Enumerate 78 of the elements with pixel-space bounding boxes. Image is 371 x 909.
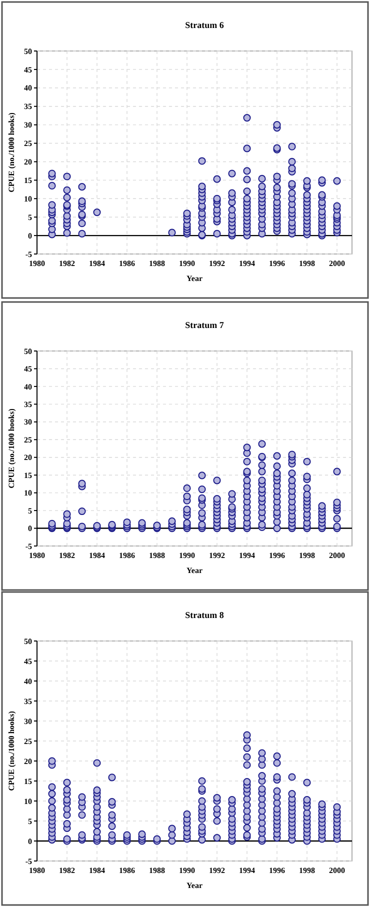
x-tick-label: 1996 — [269, 551, 285, 560]
y-axis-title: CPUE (no./1000 hooks) — [7, 710, 16, 791]
y-tick-label: 50 — [24, 346, 32, 356]
x-tick-label: 1996 — [269, 866, 285, 875]
y-tick-label: 45 — [24, 65, 32, 74]
y-tick-label: 15 — [24, 176, 32, 185]
x-tick-label: 2000 — [329, 551, 345, 560]
x-tick-label: 2000 — [329, 259, 345, 268]
y-tick-label: 0 — [28, 524, 32, 534]
x-tick-label: 1980 — [29, 551, 45, 560]
y-tick-label: 25 — [24, 139, 32, 148]
y-tick-label: 45 — [24, 364, 32, 374]
y-tick-label: 0 — [28, 231, 32, 240]
chart-title: Stratum 7 — [185, 320, 224, 330]
chart-title: Stratum 6 — [185, 20, 224, 30]
x-tick-label: 1988 — [149, 866, 165, 875]
x-tick-label: 1992 — [209, 866, 225, 875]
y-tick-label: 5 — [28, 506, 32, 516]
y-tick-label: 40 — [24, 382, 32, 392]
y-tick-label: 20 — [24, 158, 32, 167]
y-tick-label: 10 — [24, 488, 32, 498]
y-tick-label: 0 — [28, 836, 32, 846]
y-tick-label: 25 — [24, 736, 32, 746]
y-tick-label: 35 — [24, 102, 32, 112]
y-tick-label: 30 — [24, 716, 32, 726]
y-tick-label: -5 — [25, 250, 32, 259]
y-tick-label: 5 — [28, 816, 32, 826]
y-tick-label: -5 — [25, 542, 32, 551]
x-tick-label: 1988 — [149, 259, 165, 268]
y-tick-label: 10 — [24, 796, 32, 806]
y-tick-label: 5 — [28, 212, 32, 222]
y-tick-label: 30 — [24, 120, 32, 130]
x-tick-label: 1998 — [299, 259, 315, 268]
x-tick-label: 1982 — [59, 259, 75, 268]
x-tick-label: 1986 — [119, 259, 135, 268]
x-tick-label: 1998 — [299, 866, 315, 875]
x-tick-label: 1996 — [269, 259, 285, 268]
y-axis-title: CPUE (no./1000 hooks) — [7, 408, 16, 488]
y-tick-label: 15 — [24, 470, 32, 480]
y-tick-label: 20 — [24, 453, 32, 462]
y-tick-label: 45 — [24, 656, 32, 666]
x-tick-label: 1994 — [239, 866, 255, 875]
x-tick-label: 1984 — [89, 866, 105, 875]
y-tick-label: 50 — [24, 636, 32, 646]
x-tick-label: 1992 — [209, 551, 225, 560]
x-tick-label: 1986 — [119, 866, 135, 875]
y-tick-label: 35 — [24, 400, 32, 409]
x-tick-label: 2000 — [329, 866, 345, 875]
x-axis-title: Year — [186, 566, 203, 575]
x-tick-label: 1980 — [29, 866, 45, 875]
y-tick-label: -5 — [25, 856, 32, 866]
y-tick-label: 15 — [24, 776, 32, 786]
x-tick-label: 1984 — [89, 551, 105, 560]
y-axis-title: CPUE (no./1000 hooks) — [7, 112, 16, 192]
y-tick-label: 10 — [24, 194, 32, 204]
x-tick-label: 1990 — [179, 259, 195, 268]
x-tick-label: 1992 — [209, 259, 225, 268]
y-tick-label: 50 — [24, 46, 32, 56]
x-tick-label: 1988 — [149, 551, 165, 560]
x-tick-label: 1980 — [29, 259, 45, 268]
x-tick-label: 1984 — [89, 259, 105, 268]
x-tick-label: 1994 — [239, 551, 255, 560]
y-tick-label: 40 — [24, 84, 32, 93]
x-tick-label: 1994 — [239, 259, 255, 268]
y-tick-label: 30 — [24, 418, 32, 427]
y-tick-label: 25 — [24, 435, 32, 444]
x-tick-label: 1982 — [59, 866, 75, 875]
x-tick-label: 1990 — [179, 866, 195, 875]
y-tick-label: 35 — [24, 696, 32, 706]
x-axis-title: Year — [186, 274, 203, 283]
x-tick-label: 1982 — [59, 551, 75, 560]
x-tick-label: 1986 — [119, 551, 135, 560]
x-tick-label: 1998 — [299, 551, 315, 560]
y-tick-label: 20 — [24, 756, 32, 766]
x-axis-title: Year — [186, 881, 203, 890]
x-tick-label: 1990 — [179, 551, 195, 560]
y-tick-label: 40 — [24, 676, 32, 686]
chart-title: Stratum 8 — [185, 610, 224, 620]
